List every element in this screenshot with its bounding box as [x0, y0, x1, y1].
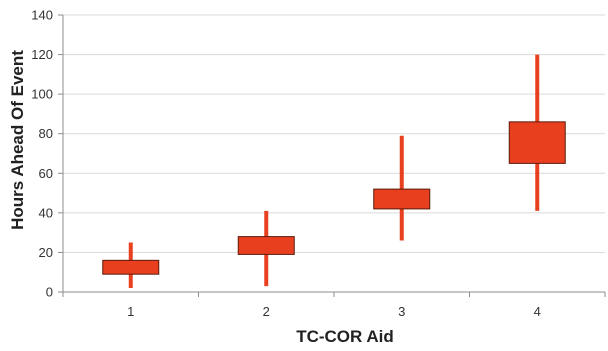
box: [508, 121, 566, 164]
box-group-4: [508, 54, 566, 211]
y-tick-label: 40: [39, 205, 53, 220]
y-tick-label: 80: [39, 126, 53, 141]
plot-area: [102, 54, 566, 289]
x-axis-title: TC-COR Aid: [296, 327, 394, 346]
y-axis-title: Hours Ahead Of Event: [8, 50, 27, 230]
y-tick-label: 120: [31, 47, 53, 62]
x-tick-label: 4: [534, 304, 541, 319]
y-tick-label: 100: [31, 87, 53, 102]
y-tick-label: 140: [31, 8, 53, 23]
box: [373, 188, 431, 210]
x-tick-label: 1: [127, 304, 134, 319]
box-group-3: [373, 135, 431, 241]
box: [237, 236, 295, 255]
box-group-2: [237, 210, 295, 287]
y-axis-ticks: 0 20 40 60 80 100 120 140: [31, 8, 53, 300]
x-tick-label: 2: [263, 304, 270, 319]
y-tick-label: 20: [39, 245, 53, 260]
gridlines: [63, 14, 605, 253]
x-axis-ticks: 1 2 3 4: [127, 304, 541, 319]
y-tick-label: 0: [46, 285, 53, 300]
box: [102, 259, 160, 275]
y-tick-label: 60: [39, 166, 53, 181]
axes: [58, 14, 606, 297]
x-tick-label: 3: [398, 304, 405, 319]
box-group-1: [102, 242, 160, 289]
